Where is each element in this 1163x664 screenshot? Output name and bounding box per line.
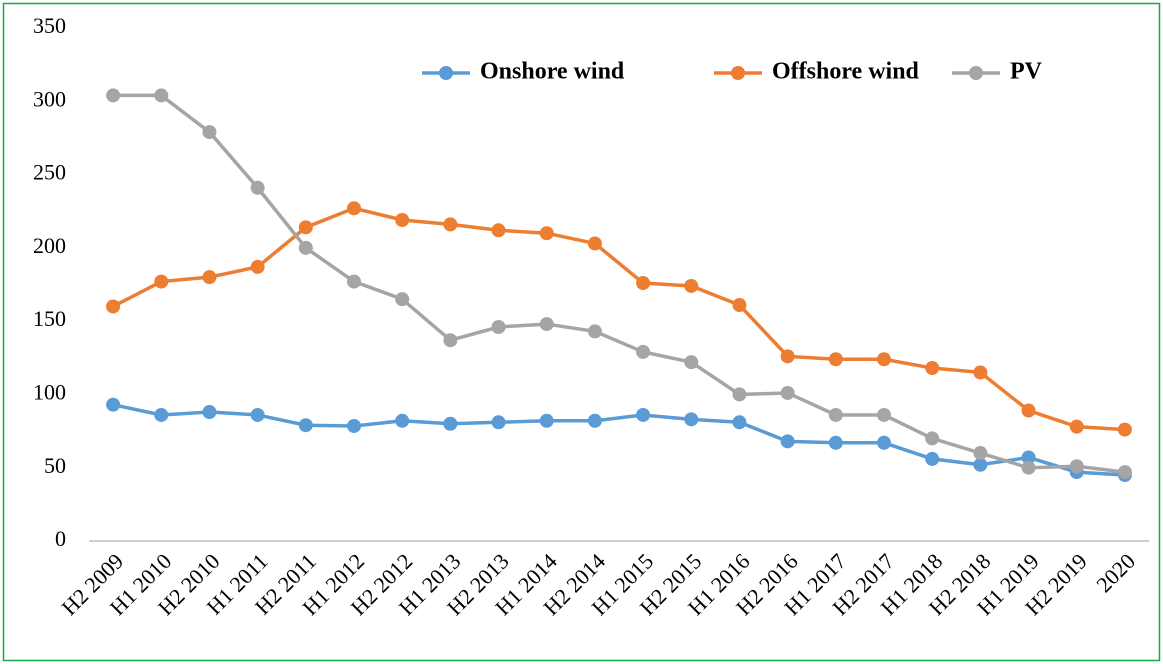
point (202, 125, 217, 140)
point (1021, 403, 1036, 418)
point (780, 385, 795, 400)
legend-marker (731, 66, 745, 80)
series-line (112, 402, 1126, 477)
legend-label: Onshore wind (480, 59, 625, 85)
point (587, 324, 602, 339)
y-tick-label: 0 (55, 526, 66, 551)
point (347, 201, 361, 216)
point (539, 413, 554, 428)
legend-label: PV (1010, 59, 1043, 85)
point (732, 415, 747, 430)
legend-marker (439, 66, 453, 80)
point (828, 407, 843, 422)
point (106, 397, 121, 412)
point (925, 361, 940, 376)
point (250, 259, 265, 274)
point (780, 434, 795, 449)
point (443, 333, 458, 348)
point (298, 418, 313, 433)
point (298, 220, 313, 235)
point (684, 355, 699, 370)
y-tick-label: 100 (33, 379, 66, 404)
y-tick-label: 250 (33, 160, 66, 185)
point (877, 435, 891, 450)
point (443, 416, 458, 431)
point (443, 217, 458, 232)
point (587, 236, 602, 251)
point (154, 88, 169, 103)
point (973, 446, 988, 461)
series-line (113, 93, 1126, 474)
legend-label: Offshore wind (772, 59, 920, 85)
point (1021, 450, 1036, 465)
point (539, 226, 554, 241)
point (539, 317, 554, 332)
series-line (112, 206, 1126, 432)
point (973, 457, 988, 472)
y-tick-label: 150 (33, 306, 66, 331)
y-tick-label: 300 (33, 86, 66, 111)
point (491, 415, 506, 430)
point (1117, 422, 1132, 437)
point (828, 435, 843, 450)
point (828, 352, 843, 367)
point (491, 320, 506, 335)
point (298, 240, 313, 255)
point (395, 292, 410, 307)
y-tick-label: 200 (33, 233, 66, 258)
point (877, 352, 891, 367)
point (202, 405, 217, 420)
point (1069, 459, 1084, 474)
point (250, 180, 265, 195)
point (347, 274, 361, 289)
legend-marker (969, 66, 983, 80)
point (395, 413, 410, 428)
y-tick-label: 50 (44, 453, 66, 478)
point (636, 276, 651, 291)
point (925, 431, 940, 446)
point (925, 451, 940, 466)
point (780, 349, 795, 364)
point (684, 278, 699, 293)
point (106, 299, 121, 314)
point (491, 223, 506, 238)
point (684, 412, 699, 427)
point (202, 270, 217, 285)
point (732, 387, 747, 402)
point (732, 298, 747, 313)
point (250, 407, 265, 422)
point (106, 88, 121, 103)
y-tick-label: 350 (33, 13, 66, 38)
point (587, 413, 602, 428)
point (395, 213, 410, 228)
point (154, 274, 169, 289)
point (1021, 460, 1036, 475)
point (154, 407, 169, 422)
point (973, 365, 988, 380)
point (636, 407, 651, 422)
point (636, 344, 651, 359)
point (1117, 465, 1132, 480)
point (1069, 419, 1084, 434)
point (877, 407, 891, 422)
point (347, 418, 361, 433)
